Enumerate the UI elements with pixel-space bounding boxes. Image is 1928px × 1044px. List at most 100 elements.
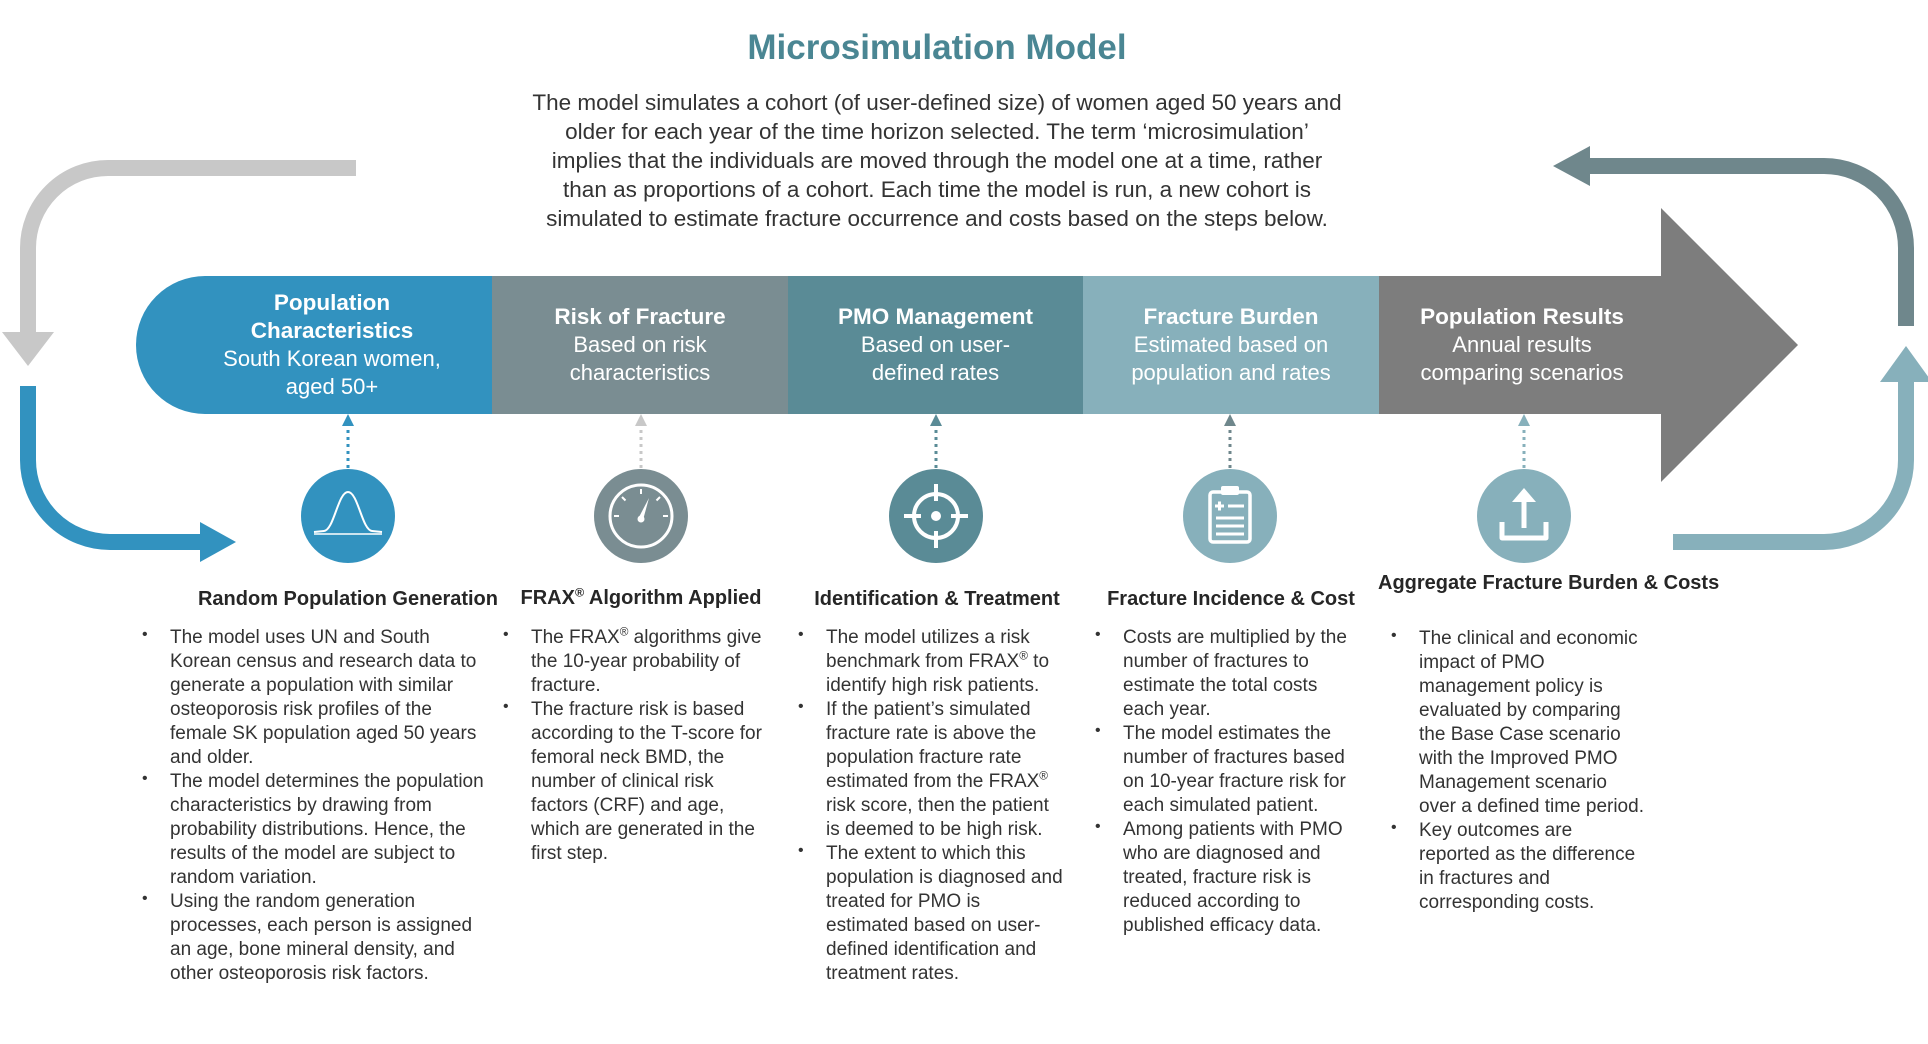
bullet-line: other osteoporosis risk factors. [170, 963, 429, 984]
bullet-item: • The model uses UN and South Korean censu… [140, 626, 484, 770]
bullet-marker: • [798, 842, 804, 859]
bullet-line: The model determines the population [170, 771, 484, 792]
bullet-line: on 10-year fracture risk for [1123, 771, 1346, 792]
bullet-marker: • [798, 626, 804, 643]
bullet-item: • The extent to which this population is d… [796, 842, 1063, 986]
stage-title: Population Results [1420, 303, 1624, 331]
return-arrow-right-top [1553, 146, 1914, 326]
clipboard-icon [1183, 469, 1277, 563]
bullet-line: The model uses UN and South [170, 627, 430, 648]
bullet-line: the 10-year probability of [531, 651, 741, 672]
bullet-line: Key outcomes are [1419, 820, 1573, 841]
stage-title-line: Population Results [1420, 304, 1624, 329]
bullet-line: The extent to which this [826, 843, 1026, 864]
bullet-line: femoral neck BMD, the [531, 747, 725, 768]
stage-title-line: Fracture Burden [1143, 304, 1319, 329]
bullet-line: published efficacy data. [1123, 915, 1322, 936]
bullet-line: defined identification and [826, 939, 1037, 960]
bullet-marker: • [503, 698, 509, 715]
bullet-line: female SK population aged 50 years [170, 723, 477, 744]
bullet-line: Among patients with PMO [1123, 819, 1343, 840]
bullet-marker: • [798, 698, 804, 715]
step-title-line: Identification & Treatment [814, 588, 1060, 610]
registered-mark: ® [1019, 649, 1028, 663]
crosshair-icon [889, 469, 983, 563]
diagram-title: Microsimulation Model [747, 28, 1127, 67]
step-title-line: Fracture Incidence & Cost [1107, 588, 1355, 610]
upload-icon [1477, 469, 1571, 563]
step-title-line: Random Population Generation [197, 588, 498, 610]
bullet-item: • The clinical and economic impact of PMO m… [1389, 627, 1644, 819]
stage-title: Fracture Burden [1143, 303, 1318, 331]
bullet-line: probability distributions. Hence, the [170, 819, 466, 840]
bullet-line: each year. [1123, 699, 1211, 720]
step-title-line: Aggregate Fracture [1378, 572, 1563, 594]
stage-subtitle-line: defined rates [871, 360, 1000, 385]
bullet-line: population is diagnosed and [826, 867, 1063, 888]
stage-population-results: Population Results Annual results compar… [1379, 276, 1665, 414]
bullet-line: results of the model are subject to [170, 843, 456, 864]
step-bullets: • The clinical and economic impact of PMO m… [1389, 627, 1644, 915]
bullet-marker: • [142, 770, 148, 787]
stage-5-arrowhead-band [1379, 208, 1798, 482]
bullet-line: reported as the difference [1419, 844, 1636, 865]
registered-mark: ® [1039, 769, 1048, 783]
bullet-line: and older. [170, 747, 254, 768]
bullet-line: treated, fracture risk is [1123, 867, 1311, 888]
bullet-line: Costs are multiplied by the [1123, 627, 1347, 648]
bullet-item: • The model utilizes a risk benchmark from… [796, 626, 1063, 698]
connector-2-head [635, 414, 647, 426]
step-bullets: • Costs are multiplied by the number of fr… [1093, 626, 1347, 938]
bullet-line: evaluated by comparing [1419, 700, 1621, 721]
intro-line: simulated to estimate fracture occurrenc… [546, 206, 1328, 231]
bullet-line: characteristics by drawing from [170, 795, 432, 816]
bullet-item: • If the patient’s simulated fracture rate… [796, 698, 1063, 842]
bullet-line: treated for PMO is [826, 891, 981, 912]
bullet-line: processes, each person is assigned [170, 915, 473, 936]
bullet-item: • Using the random generation processes, e… [140, 890, 484, 986]
stage-subtitle: Estimated based on population and rates [1131, 331, 1330, 387]
bullet-line: which are generated in the [531, 819, 755, 840]
bullet-line: treatment rates. [826, 963, 960, 984]
step-title: FRAX® Algorithm Applied [492, 586, 790, 611]
bullet-line: The clinical and economic [1419, 628, 1638, 649]
step-bullets: • The model uses UN and South Korean censu… [140, 626, 484, 986]
stage-subtitle-line: aged 50+ [285, 374, 379, 399]
return-arrow-left-top [2, 160, 356, 366]
bullet-item: • The fracture risk is based according to … [501, 698, 762, 866]
bullet-line: impact of PMO [1419, 652, 1545, 673]
stage-subtitle-line: Annual results [1452, 332, 1592, 357]
stage-subtitle-line: population and rates [1131, 360, 1331, 385]
bullet-line: If the patient’s simulated [826, 699, 1031, 720]
intro-line: The model simulates a cohort (of user-de… [532, 90, 1342, 115]
bullet-item: • Among patients with PMO who are diagnose… [1093, 818, 1347, 938]
stage-4-band [1083, 276, 1379, 414]
connector-lines [342, 414, 1530, 468]
stage-subtitle-line: characteristics [569, 360, 711, 385]
step-title: Fracture Incidence & Cost [1080, 587, 1382, 612]
bullet-line: generate a population with similar [170, 675, 454, 696]
stage-population-characteristics: Population Characteristics South Korean … [136, 276, 528, 414]
gauge-icon [594, 469, 688, 563]
registered-mark: ® [574, 585, 585, 600]
bullet-line: each simulated patient. [1123, 795, 1319, 816]
bullet-marker: • [1095, 722, 1101, 739]
bullet-line: over a defined time period. [1419, 796, 1644, 817]
stage-subtitle: Annual results comparing scenarios [1421, 331, 1624, 387]
step-title-line: Burden & Costs [1568, 572, 1720, 594]
bullet-line: in fractures and [1419, 868, 1550, 889]
bullet-line: who are diagnosed and [1123, 843, 1321, 864]
stage-title: PMO Management [838, 303, 1033, 331]
bullet-line: The model estimates the [1123, 723, 1332, 744]
intro-line: older for each year of the time horizon … [565, 119, 1309, 144]
bullet-line: Using the random generation [170, 891, 416, 912]
step-bullets: • The model utilizes a risk benchmark from… [796, 626, 1063, 986]
stage-title-line: Risk of Fracture [554, 304, 726, 329]
step-title: Random Population Generation [172, 587, 524, 612]
step-bullets: • The FRAX® algorithms give the 10-year pr… [501, 626, 762, 866]
bullet-line: The model utilizes a risk [826, 627, 1030, 648]
bullet-line: number of fractures based [1123, 747, 1345, 768]
stage-subtitle-line: Based on risk [573, 332, 707, 357]
stage-title: Population Characteristics [251, 289, 414, 345]
